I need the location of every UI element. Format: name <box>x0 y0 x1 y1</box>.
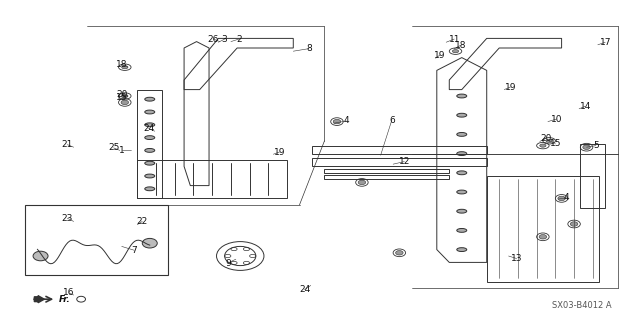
Ellipse shape <box>539 235 547 239</box>
Text: 19: 19 <box>274 148 285 156</box>
Circle shape <box>122 94 128 98</box>
Text: 13: 13 <box>511 254 522 263</box>
Ellipse shape <box>457 209 467 213</box>
Ellipse shape <box>570 222 578 226</box>
Ellipse shape <box>583 145 590 149</box>
Text: SX03-B4012 A: SX03-B4012 A <box>552 301 612 310</box>
Text: 8: 8 <box>306 44 312 53</box>
Text: 9: 9 <box>225 259 231 268</box>
Text: 6: 6 <box>389 116 395 124</box>
Text: 1: 1 <box>119 146 125 155</box>
Text: 18: 18 <box>455 41 466 50</box>
Circle shape <box>546 139 552 142</box>
Text: 22: 22 <box>137 217 148 226</box>
Text: Fr.: Fr. <box>59 295 71 304</box>
Ellipse shape <box>457 132 467 136</box>
Ellipse shape <box>145 148 155 152</box>
FancyArrow shape <box>34 296 44 303</box>
Text: 25: 25 <box>108 143 119 152</box>
Ellipse shape <box>457 94 467 98</box>
Ellipse shape <box>457 171 467 175</box>
Circle shape <box>122 66 128 69</box>
Text: 4: 4 <box>343 116 349 125</box>
Text: 21: 21 <box>62 140 73 149</box>
Text: 3: 3 <box>222 35 228 44</box>
Bar <box>25 205 168 275</box>
Text: 19: 19 <box>505 83 516 92</box>
Text: 14: 14 <box>580 102 591 111</box>
Text: 19: 19 <box>434 51 446 60</box>
Ellipse shape <box>145 123 155 127</box>
Ellipse shape <box>457 228 467 232</box>
Bar <box>324 175 449 179</box>
Ellipse shape <box>33 251 48 261</box>
Ellipse shape <box>142 238 157 248</box>
Ellipse shape <box>396 251 403 255</box>
Text: 20: 20 <box>540 134 552 143</box>
Ellipse shape <box>457 152 467 156</box>
Text: 17: 17 <box>600 38 611 47</box>
Circle shape <box>452 50 459 53</box>
Ellipse shape <box>333 119 341 124</box>
Bar <box>312 146 487 154</box>
Ellipse shape <box>457 113 467 117</box>
Bar <box>312 158 487 166</box>
Text: 23: 23 <box>62 214 73 223</box>
Text: 20: 20 <box>116 90 127 99</box>
Ellipse shape <box>145 110 155 114</box>
Text: 16: 16 <box>63 288 74 297</box>
Circle shape <box>540 144 546 147</box>
Ellipse shape <box>358 180 366 185</box>
Text: 24: 24 <box>299 285 310 294</box>
Ellipse shape <box>145 161 155 165</box>
Text: 18: 18 <box>116 60 127 69</box>
Text: 24: 24 <box>143 124 154 133</box>
Ellipse shape <box>457 248 467 252</box>
Text: 2: 2 <box>236 35 242 44</box>
Text: 15: 15 <box>550 139 561 148</box>
Ellipse shape <box>121 100 129 105</box>
Ellipse shape <box>145 97 155 101</box>
Text: 5: 5 <box>593 141 599 150</box>
Text: 11: 11 <box>449 35 460 44</box>
Ellipse shape <box>457 190 467 194</box>
Text: 4: 4 <box>563 193 570 202</box>
Text: 15: 15 <box>116 93 127 102</box>
Text: 26: 26 <box>208 35 219 44</box>
Text: 7: 7 <box>131 246 137 255</box>
Ellipse shape <box>145 174 155 178</box>
Ellipse shape <box>145 136 155 140</box>
Text: 12: 12 <box>399 157 410 166</box>
Ellipse shape <box>145 187 155 191</box>
Ellipse shape <box>558 196 565 201</box>
Text: 10: 10 <box>551 115 562 124</box>
Bar <box>324 169 449 173</box>
